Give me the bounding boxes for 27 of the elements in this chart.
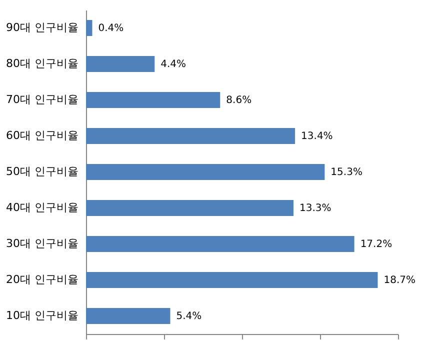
bar: [86, 200, 294, 216]
y-tick-label: 80대 인구비율: [6, 57, 78, 70]
bar: [86, 92, 220, 108]
bar: [86, 236, 354, 252]
y-tick-label: 90대 인구비율: [6, 21, 78, 34]
y-tick-label: 70대 인구비율: [6, 93, 78, 106]
bar: [86, 20, 92, 36]
y-tick-label: 60대 인구비율: [6, 129, 78, 142]
data-label: 13.4%: [301, 131, 333, 142]
bar: [86, 164, 325, 180]
data-label: 0.4%: [98, 23, 124, 34]
y-tick-label: 30대 인구비율: [6, 237, 78, 250]
bar: [86, 272, 378, 288]
data-label: 13.3%: [299, 203, 332, 214]
data-label: 17.2%: [360, 239, 392, 250]
data-label: 4.4%: [160, 59, 186, 70]
bar: [86, 56, 155, 72]
data-label: 5.4%: [176, 311, 202, 322]
bar: [86, 308, 170, 324]
y-tick-label: 20대 인구비율: [6, 273, 78, 286]
bar: [86, 128, 296, 144]
y-tick-label: 40대 인구비율: [6, 201, 78, 214]
y-tick-label: 50대 인구비율: [6, 165, 78, 178]
data-label: 18.7%: [384, 275, 416, 286]
data-label: 8.6%: [226, 95, 252, 106]
data-label: 15.3%: [330, 167, 362, 178]
y-tick-label: 10대 인구비율: [6, 309, 78, 322]
